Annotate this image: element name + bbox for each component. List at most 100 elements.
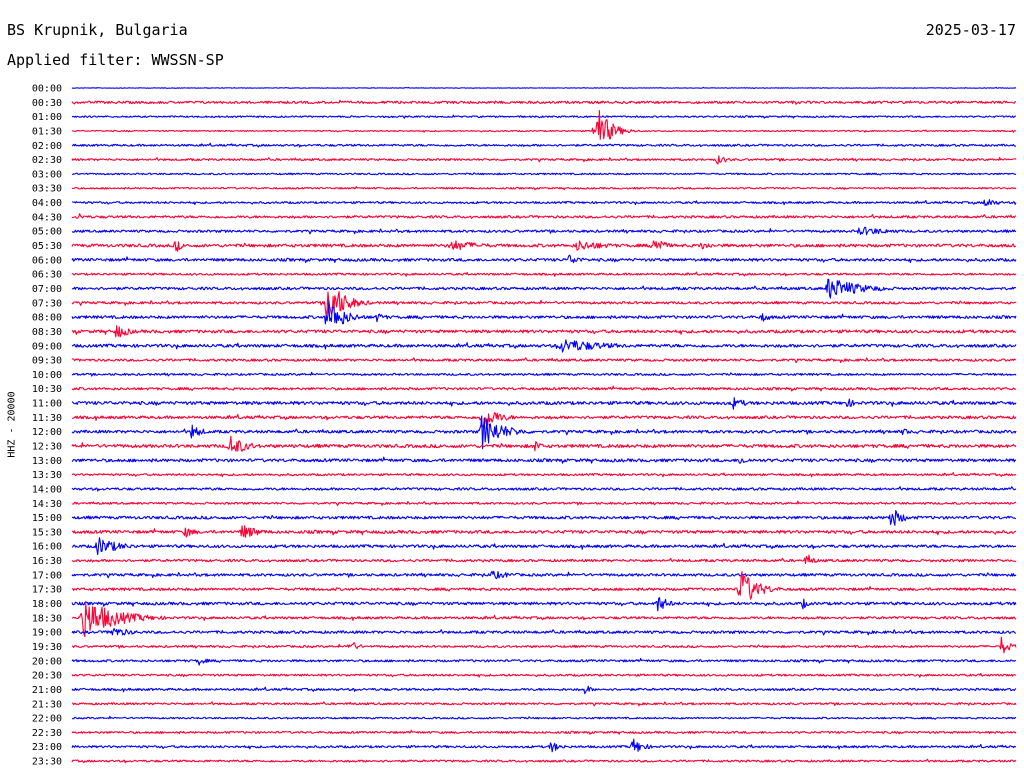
seismic-trace: [71, 472, 1017, 478]
trace-time-label: 22:30: [32, 728, 62, 739]
seismic-trace: [71, 729, 1017, 735]
trace-time-label: 15:30: [32, 527, 62, 538]
seismic-trace: [71, 114, 1017, 119]
trace-time-label: 12:00: [32, 427, 62, 438]
trace-time-label: 09:30: [32, 356, 62, 367]
seismic-trace: [71, 226, 1017, 236]
trace-time-label: 01:30: [32, 126, 62, 137]
trace-time-label: 18:30: [32, 613, 62, 624]
trace-time-label: 16:00: [32, 542, 62, 553]
seismic-trace: [71, 291, 1017, 318]
seismic-trace: [71, 240, 1017, 252]
seismic-trace: [71, 554, 1017, 565]
seismic-trace: [71, 571, 1017, 600]
trace-time-label: 08:00: [32, 313, 62, 324]
trace-time-label: 19:00: [32, 628, 62, 639]
seismic-trace: [71, 486, 1017, 492]
seismic-trace: [71, 509, 1017, 526]
trace-time-label: 20:00: [32, 656, 62, 667]
seismic-trace: [71, 278, 1016, 299]
seismic-trace: [71, 172, 1017, 176]
trace-time-label: 14:00: [32, 484, 62, 495]
trace-time-label: 07:30: [32, 298, 62, 309]
filter-label: Applied filter: WWSSN-SP: [7, 51, 224, 69]
trace-time-label: 06:30: [32, 270, 62, 281]
seismic-trace: [71, 597, 1017, 612]
trace-time-label: 02:30: [32, 155, 62, 166]
seismic-trace: [71, 371, 1017, 377]
trace-time-label: 15:00: [32, 513, 62, 524]
seismic-trace: [71, 199, 1017, 207]
trace-time-label: 07:00: [32, 284, 62, 295]
trace-time-label: 20:30: [32, 671, 62, 682]
seismic-trace: [71, 758, 1017, 764]
seismic-trace: [71, 636, 1017, 654]
seismic-trace: [71, 456, 1017, 464]
seismic-trace: [71, 570, 1017, 580]
trace-time-label: 00:00: [32, 84, 62, 95]
seismic-trace: [71, 271, 1017, 277]
trace-time-label: 10:30: [32, 384, 62, 395]
seismic-trace: [71, 110, 1017, 140]
trace-time-label: 16:30: [32, 556, 62, 567]
trace-time-label: 18:00: [32, 599, 62, 610]
seismic-trace: [71, 213, 1017, 219]
seismic-trace: [71, 325, 1017, 338]
trace-time-label: 06:00: [32, 255, 62, 266]
seismic-trace: [71, 385, 1017, 392]
seismic-trace: [71, 701, 1017, 707]
seismic-trace: [71, 435, 1017, 452]
seismic-trace: [71, 627, 1017, 636]
trace-time-label: 23:30: [32, 757, 62, 768]
trace-time-label: 00:30: [32, 98, 62, 109]
trace-time-label: 04:00: [32, 198, 62, 209]
seismic-trace: [71, 339, 1017, 353]
seismic-trace: [71, 738, 1017, 753]
trace-time-label: 11:00: [32, 399, 62, 410]
trace-time-label: 08:30: [32, 327, 62, 338]
trace-time-label: 03:30: [32, 184, 62, 195]
seismic-trace: [71, 99, 1017, 105]
seismic-trace: [71, 185, 1017, 191]
seismic-trace: [71, 142, 1017, 148]
trace-time-label: 12:30: [32, 442, 62, 453]
trace-time-label: 22:00: [32, 714, 62, 725]
trace-time-label: 13:30: [32, 470, 62, 481]
seismic-trace: [71, 685, 1017, 695]
trace-time-label: 13:00: [32, 456, 62, 467]
trace-time-label: 21:30: [32, 699, 62, 710]
station-title: BS Krupnik, Bulgaria: [7, 21, 188, 39]
trace-time-label: 17:30: [32, 585, 62, 596]
trace-time-label: 09:00: [32, 341, 62, 352]
trace-time-label: 02:00: [32, 141, 62, 152]
seismic-trace: [71, 525, 1017, 538]
trace-time-label: 03:00: [32, 169, 62, 180]
seismic-trace: [71, 602, 1017, 638]
seismic-trace: [71, 86, 1017, 89]
date-label: 2025-03-17: [925, 21, 1016, 39]
seismic-trace: [71, 415, 1017, 450]
seismic-trace: [71, 715, 1017, 720]
seismic-trace: [71, 300, 1017, 325]
trace-time-label: 04:30: [32, 212, 62, 223]
trace-time-label: 17:00: [32, 570, 62, 581]
seismic-trace: [71, 412, 1017, 429]
trace-time-label: 21:00: [32, 685, 62, 696]
trace-time-label: 05:30: [32, 241, 62, 252]
trace-time-label: 05:00: [32, 227, 62, 238]
seismic-trace: [71, 537, 1017, 556]
seismic-trace: [71, 657, 1017, 666]
trace-time-label: 11:30: [32, 413, 62, 424]
trace-time-label: 10:00: [32, 370, 62, 381]
trace-time-label: 19:30: [32, 642, 62, 653]
seismic-trace: [71, 500, 1017, 506]
trace-time-label: 14:30: [32, 499, 62, 510]
seismic-trace: [71, 155, 1017, 165]
seismic-trace: [71, 672, 1017, 678]
seismic-trace: [72, 357, 1017, 364]
seismic-trace: [71, 397, 1017, 410]
trace-time-label: 01:00: [32, 112, 62, 123]
seismic-trace: [71, 254, 1017, 264]
trace-time-label: 23:00: [32, 742, 62, 753]
